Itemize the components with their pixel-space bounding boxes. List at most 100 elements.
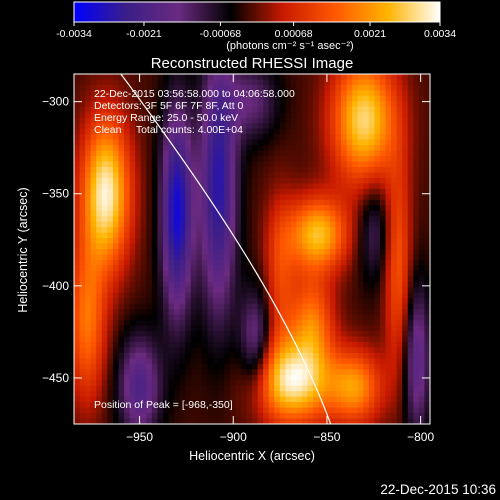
heatmap-cell: [168, 303, 175, 310]
heatmap-cell: [213, 265, 220, 272]
heatmap-cell: [85, 117, 92, 124]
heatmap-cell: [201, 385, 208, 392]
heatmap-cell: [318, 331, 325, 337]
heatmap-cell: [240, 259, 247, 266]
heatmap-cell: [374, 166, 381, 173]
heatmap-cell: [285, 232, 292, 239]
heatmap-cell: [385, 385, 392, 392]
heatmap-cell: [424, 287, 430, 294]
heatmap-cell: [352, 221, 359, 228]
heatmap-cell: [363, 156, 370, 162]
heatmap-cell: [174, 391, 181, 398]
heatmap-cell: [379, 123, 386, 130]
heatmap-cell: [163, 369, 169, 376]
heatmap-cell: [285, 336, 292, 343]
heatmap-cell: [335, 347, 342, 354]
heatmap-cell: [391, 79, 398, 86]
heatmap-cell: [179, 177, 186, 184]
heatmap-cell: [252, 194, 258, 201]
heatmap-cell: [368, 249, 375, 255]
heatmap-cell: [96, 123, 103, 130]
heatmap-cell: [302, 418, 309, 424]
heatmap-cell: [307, 216, 314, 223]
heatmap-cell: [235, 128, 242, 135]
heatmap-cell: [140, 238, 147, 244]
heatmap-cell: [163, 139, 169, 146]
heatmap-cell: [407, 402, 414, 408]
heatmap-cell: [418, 183, 425, 190]
heatmap-cell: [274, 188, 281, 195]
heatmap-cell: [168, 391, 175, 398]
heatmap-cell: [290, 194, 297, 201]
heatmap-cell: [74, 74, 80, 80]
heatmap-cell: [118, 331, 125, 337]
heatmap-cell: [129, 139, 136, 146]
heatmap-cell: [352, 74, 359, 80]
heatmap-cell: [218, 221, 225, 228]
heatmap-cell: [74, 407, 80, 414]
heatmap-cell: [85, 172, 92, 179]
heatmap-cell: [363, 380, 370, 387]
heatmap-cell: [402, 292, 409, 299]
heatmap-cell: [229, 156, 236, 162]
heatmap-cell: [129, 238, 136, 244]
heatmap-cell: [252, 227, 258, 233]
heatmap-cell: [190, 205, 197, 212]
heatmap-cell: [74, 265, 80, 272]
heatmap-cell: [357, 123, 364, 130]
heatmap-cell: [274, 380, 281, 387]
heatmap-cell: [190, 287, 197, 294]
heatmap-cell: [424, 150, 430, 157]
heatmap-cell: [101, 194, 108, 201]
heatmap-cell: [151, 210, 158, 217]
heatmap-cell: [363, 194, 370, 201]
heatmap-cell: [391, 216, 398, 223]
heatmap-cell: [129, 183, 136, 190]
heatmap-cell: [318, 259, 325, 266]
heatmap-cell: [396, 79, 403, 86]
heatmap-cell: [324, 139, 331, 146]
heatmap-cell: [296, 391, 303, 398]
heatmap-cell: [96, 254, 103, 261]
heatmap-cell: [407, 358, 414, 365]
heatmap-cell: [391, 205, 398, 212]
heatmap-cell: [207, 309, 214, 316]
heatmap-cell: [363, 413, 370, 419]
heatmap-cell: [285, 270, 292, 277]
heatmap-cell: [90, 402, 97, 408]
heatmap-cell: [218, 84, 225, 91]
heatmap-cell: [391, 95, 398, 102]
heatmap-cell: [179, 128, 186, 135]
heatmap-cell: [285, 145, 292, 151]
heatmap-cell: [107, 238, 114, 244]
heatmap-cell: [90, 259, 97, 266]
heatmap-cell: [391, 407, 398, 414]
heatmap-cell: [341, 352, 347, 359]
heatmap-cell: [240, 117, 247, 124]
heatmap-cell: [90, 139, 97, 146]
heatmap-cell: [346, 139, 353, 146]
heatmap-cell: [196, 358, 203, 365]
heatmap-cell: [307, 117, 314, 124]
heatmap-cell: [391, 309, 398, 316]
heatmap-cell: [224, 380, 231, 387]
heatmap-cell: [324, 123, 331, 130]
heatmap-cell: [151, 172, 158, 179]
heatmap-cell: [240, 123, 247, 130]
heatmap-cell: [151, 112, 158, 119]
heatmap-cell: [335, 156, 342, 162]
heatmap-cell: [168, 188, 175, 195]
heatmap-cell: [107, 391, 114, 398]
heatmap-cell: [346, 199, 353, 206]
heatmap-cell: [135, 232, 142, 239]
heatmap-cell: [224, 276, 231, 283]
heatmap-cell: [279, 413, 286, 419]
heatmap-cell: [74, 84, 80, 91]
heatmap-cell: [296, 199, 303, 206]
heatmap-cell: [240, 134, 247, 141]
heatmap-cell: [151, 374, 158, 381]
heatmap-cell: [302, 166, 309, 173]
heatmap-cell: [318, 166, 325, 173]
heatmap-cell: [391, 172, 398, 179]
heatmap-cell: [129, 292, 136, 299]
